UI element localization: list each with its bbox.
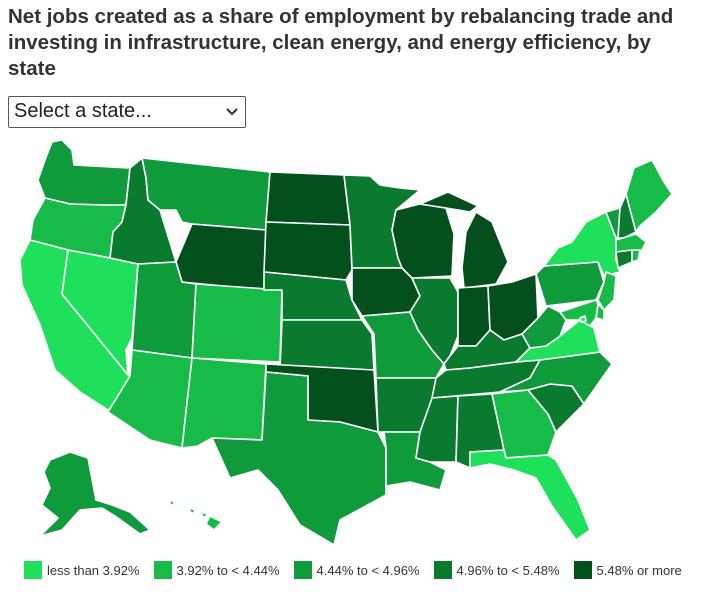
state-select[interactable]: Select a state... [8, 96, 246, 128]
state-dc[interactable] [579, 315, 587, 323]
state-ak[interactable] [39, 451, 151, 537]
state-wi[interactable] [391, 203, 455, 279]
legend-item: 3.92% to < 4.44% [153, 561, 280, 579]
state-nd[interactable] [265, 171, 351, 226]
state-ct[interactable] [615, 249, 633, 269]
state-co[interactable] [191, 283, 283, 363]
legend: less than 3.92% 3.92% to < 4.44% 4.44% to … [24, 559, 696, 581]
legend-swatch [433, 561, 452, 579]
state-tx[interactable] [211, 371, 387, 546]
state-hi[interactable] [167, 499, 223, 531]
state-pa[interactable] [535, 261, 605, 307]
state-mi[interactable] [419, 191, 509, 289]
state-ks[interactable] [279, 319, 375, 371]
legend-label: 4.44% to < 4.96% [316, 562, 420, 578]
legend-item: 4.96% to < 5.48% [433, 561, 560, 579]
legend-label: less than 3.92% [47, 562, 140, 578]
state-wy[interactable] [175, 223, 267, 291]
legend-item: 4.44% to < 4.96% [293, 561, 420, 579]
state-nj[interactable] [597, 271, 617, 311]
legend-swatch [293, 561, 312, 579]
state-me[interactable] [625, 159, 673, 233]
page-title: Net jobs created as a share of employmen… [8, 5, 674, 80]
legend-label: 4.96% to < 5.48% [456, 562, 560, 578]
legend-swatch [24, 561, 42, 579]
chevron-down-icon [226, 108, 238, 116]
state-md[interactable] [559, 299, 599, 327]
state-sd[interactable] [263, 221, 353, 281]
legend-swatch [153, 561, 172, 579]
legend-item: 5.48% or more [573, 561, 682, 579]
state-fl[interactable] [469, 449, 591, 541]
state-wa[interactable] [37, 139, 131, 206]
state-nm[interactable] [181, 357, 267, 449]
us-map [19, 139, 673, 546]
state-select-value: Select a state... [14, 100, 152, 122]
legend-label: 5.48% or more [596, 562, 682, 578]
legend-swatch [573, 561, 592, 579]
state-ma[interactable] [615, 233, 647, 253]
legend-label: 3.92% to < 4.44% [176, 562, 280, 578]
state-ri[interactable] [631, 249, 641, 263]
legend-item: less than 3.92% [24, 561, 140, 579]
